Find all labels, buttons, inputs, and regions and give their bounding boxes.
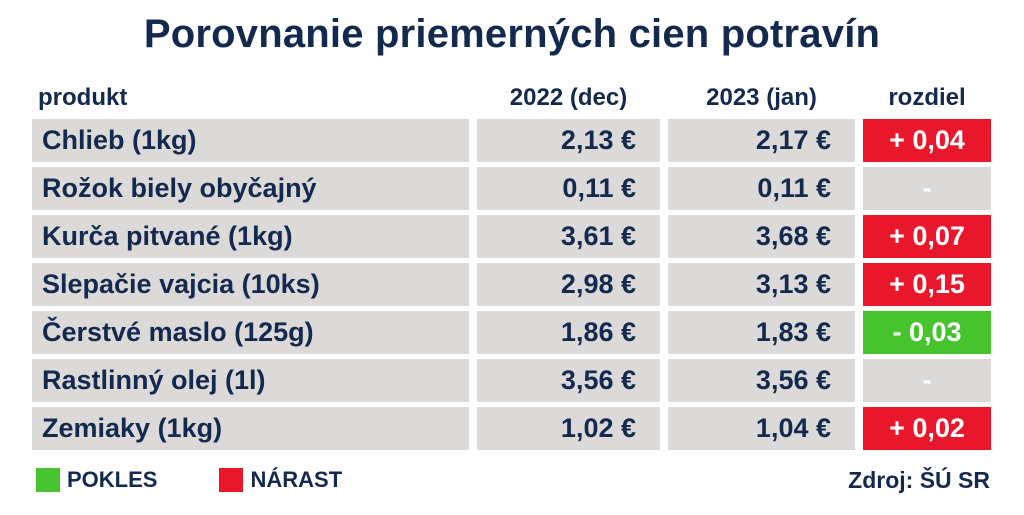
table-header: produkt 2022 (dec) 2023 (jan) rozdiel	[32, 82, 991, 114]
price-2023-cell: 2,17 €	[668, 119, 855, 162]
table-row: Rožok biely obyčajný 0,11 € 0,11 € -	[32, 167, 991, 210]
product-cell: Čerstvé maslo (125g)	[32, 311, 469, 354]
legend: POKLES NÁRAST	[36, 467, 342, 493]
diff-badge: -	[863, 167, 991, 210]
diff-badge: - 0,03	[863, 311, 991, 354]
legend-item-pokles: POKLES	[36, 467, 157, 493]
table-row: Kurča pitvané (1kg) 3,61 € 3,68 € + 0,07	[32, 215, 991, 258]
product-cell: Chlieb (1kg)	[32, 119, 469, 162]
price-2023-cell: 3,56 €	[668, 359, 855, 402]
price-2022-cell: 1,02 €	[477, 407, 660, 450]
legend-item-narast: NÁRAST	[219, 467, 342, 493]
price-2023-cell: 3,13 €	[668, 263, 855, 306]
legend-label-narast: NÁRAST	[250, 467, 343, 492]
header-2023-jan: 2023 (jan)	[706, 84, 817, 111]
table-row: Slepačie vajcia (10ks) 2,98 € 3,13 € + 0…	[32, 263, 991, 306]
increase-swatch	[219, 468, 244, 492]
table-row: Rastlinný olej (1l) 3,56 € 3,56 € -	[32, 359, 991, 402]
page-title: Porovnanie priemerných cien potravín	[143, 12, 881, 56]
table-row: Chlieb (1kg) 2,13 € 2,17 € + 0,04	[32, 119, 991, 162]
price-2023-cell: 3,68 €	[668, 215, 855, 258]
header-produkt: produkt	[38, 84, 128, 111]
source-note: Zdroj: ŠÚ SR	[848, 467, 990, 493]
price-table: Chlieb (1kg) 2,13 € 2,17 € + 0,04 Rožok …	[32, 119, 991, 455]
table-row: Čerstvé maslo (125g) 1,86 € 1,83 € - 0,0…	[32, 311, 991, 354]
price-2023-cell: 1,04 €	[668, 407, 855, 450]
product-cell: Slepačie vajcia (10ks)	[32, 263, 469, 306]
product-cell: Kurča pitvané (1kg)	[32, 215, 469, 258]
price-2023-cell: 1,83 €	[668, 311, 855, 354]
table-row: Zemiaky (1kg) 1,02 € 1,04 € + 0,02	[32, 407, 991, 450]
diff-badge: + 0,15	[863, 263, 991, 306]
price-2022-cell: 2,13 €	[477, 119, 660, 162]
product-cell: Zemiaky (1kg)	[32, 407, 469, 450]
diff-badge: + 0,04	[863, 119, 991, 162]
diff-badge: -	[863, 359, 991, 402]
price-2022-cell: 0,11 €	[477, 167, 660, 210]
header-2022-dec: 2022 (dec)	[509, 84, 628, 111]
price-2022-cell: 1,86 €	[477, 311, 660, 354]
decrease-swatch	[36, 468, 60, 492]
header-rozdiel: rozdiel	[888, 84, 966, 111]
diff-badge: + 0,02	[863, 407, 991, 450]
diff-badge: + 0,07	[863, 215, 991, 258]
product-cell: Rožok biely obyčajný	[32, 167, 469, 210]
legend-label-pokles: POKLES	[67, 467, 158, 492]
price-2022-cell: 2,98 €	[477, 263, 660, 306]
price-2022-cell: 3,61 €	[477, 215, 660, 258]
price-2023-cell: 0,11 €	[668, 167, 855, 210]
product-cell: Rastlinný olej (1l)	[32, 359, 469, 402]
price-2022-cell: 3,56 €	[477, 359, 660, 402]
